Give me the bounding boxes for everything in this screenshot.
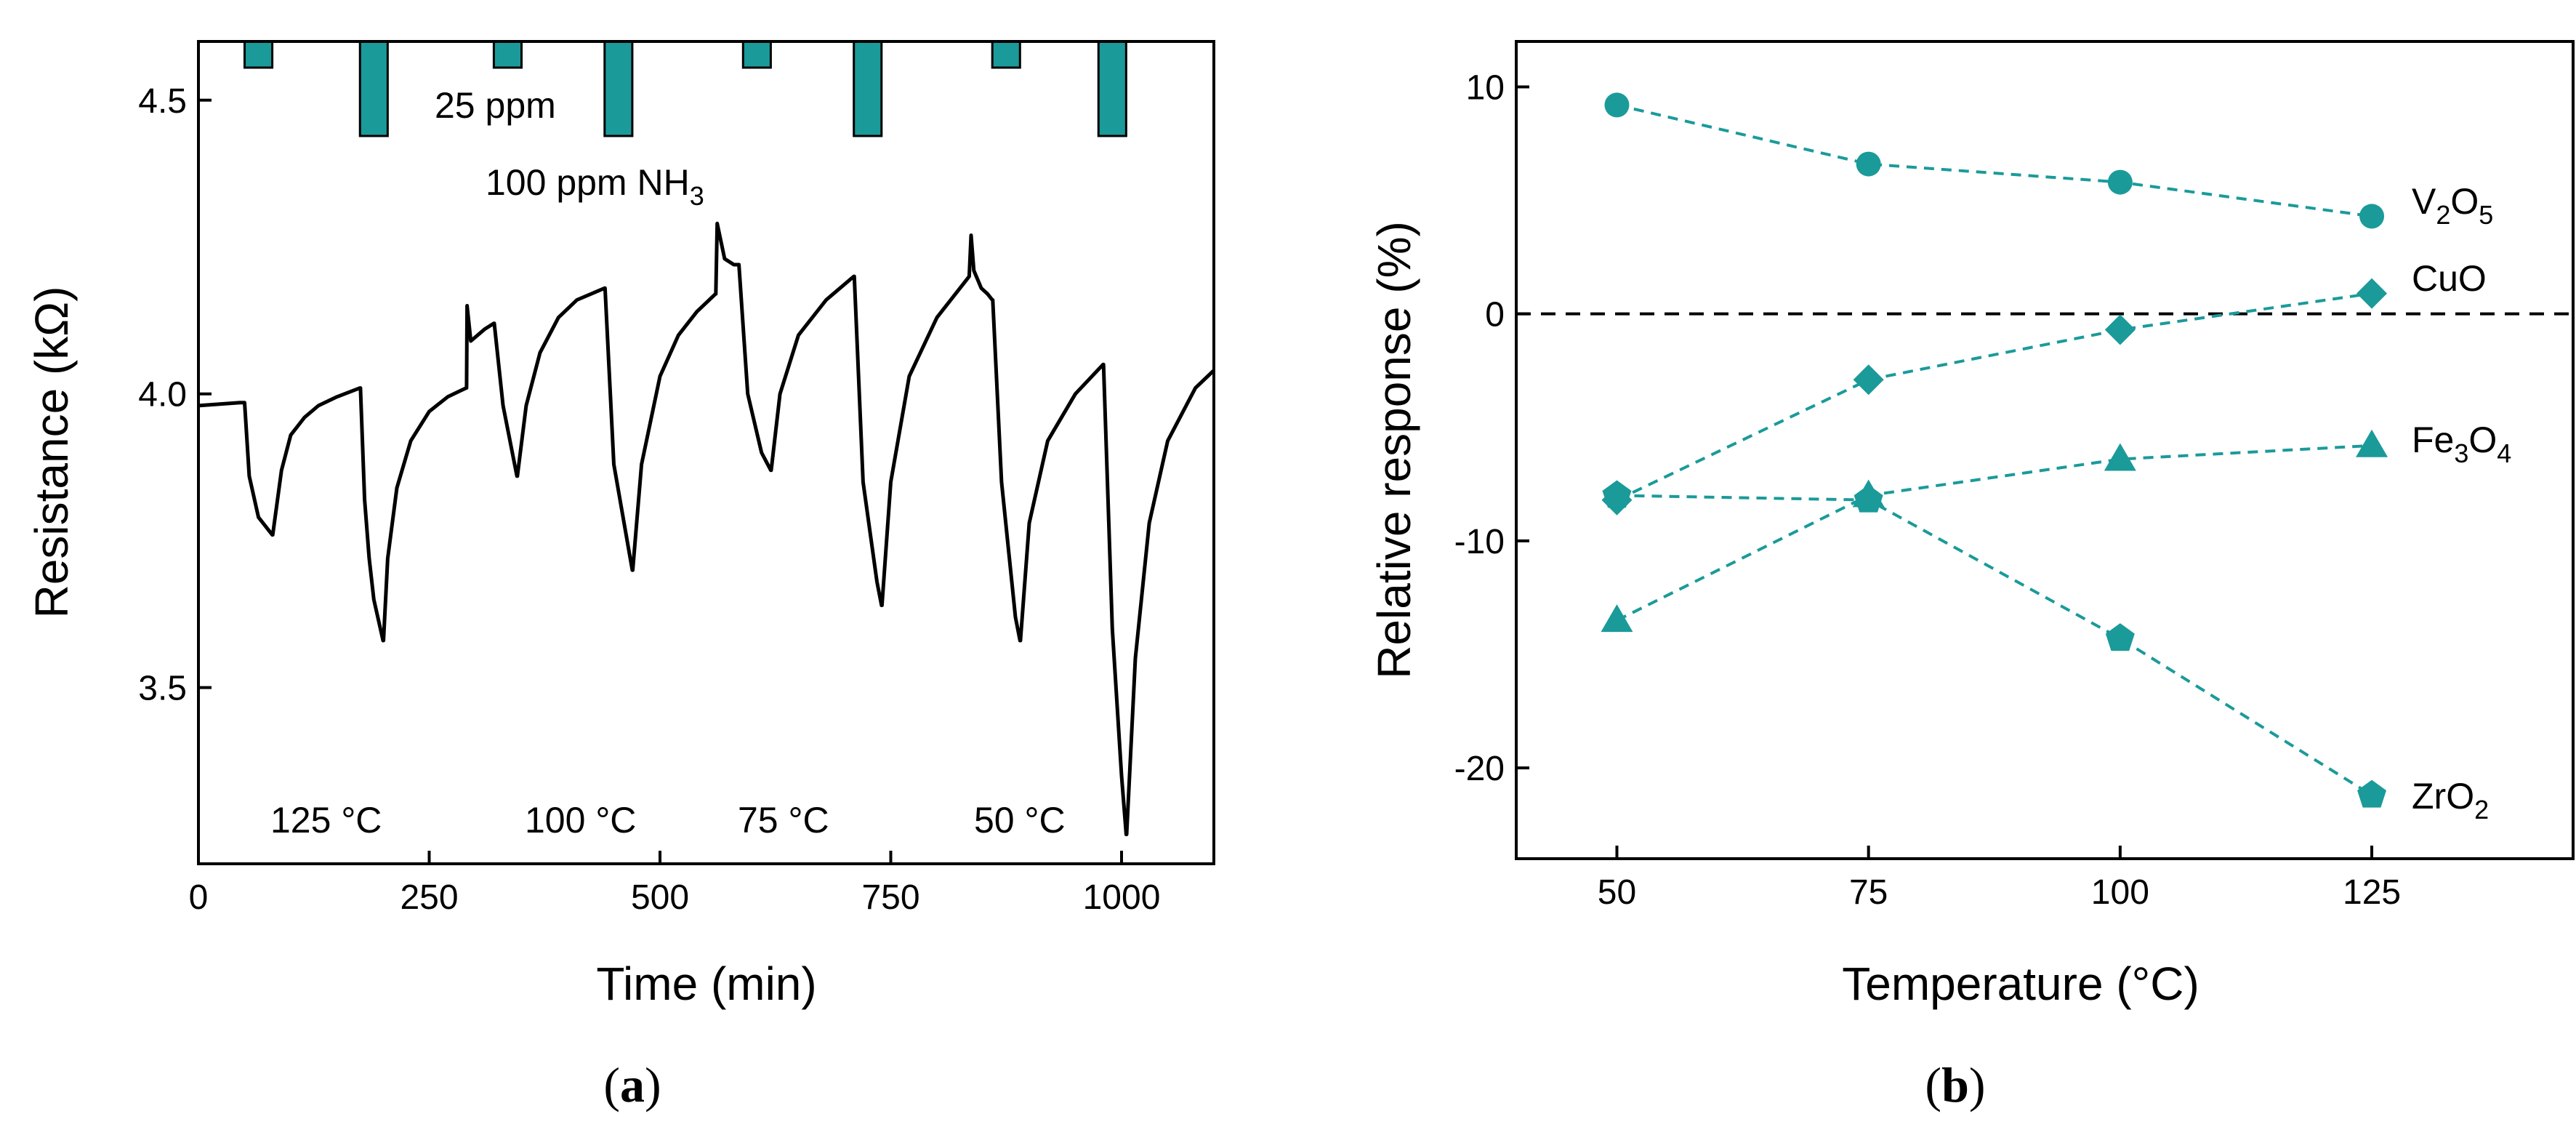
caption-a: (a) bbox=[603, 1057, 661, 1112]
plot-frame-a bbox=[197, 40, 1215, 865]
annotation-100ppm-nh3: 100 ppm NH3 bbox=[486, 162, 704, 211]
y-tick-label-b: -10 bbox=[1454, 523, 1505, 561]
data-point-cuo bbox=[2356, 278, 2388, 309]
gas-pulse-5 bbox=[741, 40, 772, 69]
gas-pulse-3 bbox=[492, 40, 523, 69]
legend-v2o5: V2O5 bbox=[2412, 181, 2493, 230]
y-tick-label-a: 4.5 bbox=[138, 82, 187, 121]
x-tick-label-a: 1000 bbox=[1083, 878, 1161, 917]
panel-b: 50 75 100 125 -20 -10 0 10 V2O5 CuO Fe3O4 ZrO2… bbox=[1368, 40, 2575, 1112]
data-point-zro2 bbox=[2105, 623, 2135, 651]
data-point-fe3o4 bbox=[2104, 443, 2136, 471]
x-axis-label-b: Temperature (°C) bbox=[1842, 958, 2199, 1010]
y-axis-ticks-a: 3.5 4.0 4.5 bbox=[138, 82, 212, 708]
data-point-v2o5 bbox=[1856, 151, 1881, 177]
gas-pulse-2 bbox=[358, 40, 389, 137]
y-tick-label-a: 4.0 bbox=[138, 376, 187, 414]
caption-b: (b) bbox=[1925, 1057, 1985, 1112]
gas-pulse-4 bbox=[603, 40, 634, 137]
gas-pulse-bars bbox=[243, 40, 1127, 137]
plot-frame-b bbox=[1515, 40, 2575, 860]
y-axis-ticks-b: -20 -10 0 10 bbox=[1454, 68, 1529, 788]
data-point-zro2 bbox=[1602, 480, 1632, 508]
data-point-fe3o4 bbox=[1601, 604, 1633, 633]
gas-pulse-7 bbox=[991, 40, 1021, 69]
series-line-fe3o4 bbox=[1616, 444, 2372, 622]
x-tick-label-a: 500 bbox=[631, 878, 689, 917]
y-tick-label-a: 3.5 bbox=[138, 670, 187, 708]
gas-pulse-8 bbox=[1097, 40, 1127, 137]
x-tick-label-b: 100 bbox=[2091, 873, 2149, 912]
data-point-v2o5 bbox=[1604, 92, 1630, 118]
data-point-fe3o4 bbox=[2356, 429, 2388, 457]
data-point-v2o5 bbox=[2107, 169, 2133, 195]
x-tick-label-a: 750 bbox=[861, 878, 919, 917]
temperature-label-100: 100 °C bbox=[525, 800, 636, 841]
data-point-zro2 bbox=[2357, 779, 2387, 808]
y-axis-label-b: Relative response (%) bbox=[1368, 221, 1420, 679]
data-point-cuo bbox=[2104, 314, 2136, 345]
series-fe3o4 bbox=[1601, 429, 2388, 633]
y-tick-label-b: -20 bbox=[1454, 750, 1505, 788]
data-point-cuo bbox=[1853, 364, 1884, 396]
x-tick-label-a: 0 bbox=[189, 878, 209, 917]
series-line-v2o5 bbox=[1617, 103, 2372, 218]
x-tick-label-b: 125 bbox=[2343, 873, 2401, 912]
panel-a: 0 250 500 750 1000 3.5 4.0 4.5 25 ppm 100 ppm … bbox=[25, 40, 1215, 1112]
legend-fe3o4: Fe3O4 bbox=[2412, 420, 2511, 468]
temperature-label-50: 50 °C bbox=[974, 800, 1066, 841]
y-axis-label-a: Resistance (kΩ) bbox=[25, 286, 78, 619]
temperature-label-75: 75 °C bbox=[738, 800, 829, 841]
series-line-cuo bbox=[1616, 292, 2372, 502]
series-v2o5 bbox=[1604, 92, 2385, 229]
legend-zro2: ZrO2 bbox=[2412, 776, 2489, 825]
response-series bbox=[1601, 92, 2388, 808]
series-line-zro2 bbox=[1617, 494, 2373, 797]
x-axis-ticks-a: 0 250 500 750 1000 bbox=[189, 851, 1161, 917]
gas-pulse-1 bbox=[243, 40, 274, 69]
temperature-label-125: 125 °C bbox=[270, 800, 382, 841]
resistance-curve bbox=[198, 221, 1215, 837]
x-tick-label-b: 50 bbox=[1598, 873, 1636, 912]
y-tick-label-b: 10 bbox=[1466, 68, 1505, 107]
x-tick-label-b: 75 bbox=[1849, 873, 1888, 912]
x-tick-label-a: 250 bbox=[400, 878, 458, 917]
series-zro2 bbox=[1602, 480, 2387, 808]
data-point-zro2 bbox=[1853, 484, 1883, 513]
x-axis-label-a: Time (min) bbox=[596, 958, 816, 1010]
x-axis-ticks-b: 50 75 100 125 bbox=[1598, 846, 2401, 912]
annotation-25ppm: 25 ppm bbox=[435, 85, 556, 126]
gas-pulse-6 bbox=[853, 40, 883, 137]
data-point-v2o5 bbox=[2359, 204, 2385, 229]
legend-cuo: CuO bbox=[2412, 258, 2487, 299]
y-tick-label-b: 0 bbox=[1485, 296, 1505, 334]
